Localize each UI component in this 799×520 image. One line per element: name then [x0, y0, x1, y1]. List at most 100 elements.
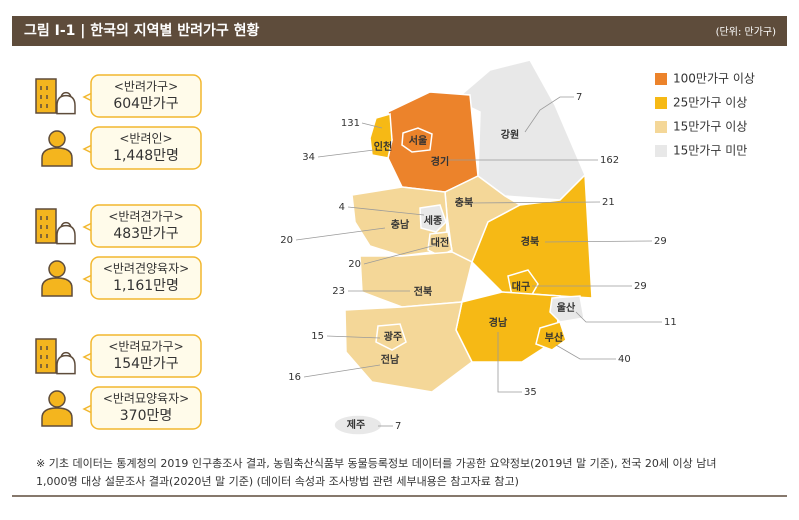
icon-window	[40, 364, 48, 368]
leaders	[295, 96, 662, 427]
stat-value: 154만가구	[113, 356, 178, 372]
icon-window	[40, 346, 48, 350]
icon-window	[40, 104, 48, 108]
region	[375, 323, 407, 351]
region-value: 34	[302, 152, 315, 163]
icon-window	[40, 86, 48, 90]
stat-label: <반려가구>	[114, 80, 178, 94]
icon-body	[56, 94, 76, 115]
region-name: 충북	[455, 196, 473, 209]
region-name: 전남	[381, 353, 400, 366]
stat-label: <반려인>	[119, 132, 172, 146]
region-name: 경기	[431, 155, 449, 168]
stat-value: 483만가구	[113, 226, 178, 242]
stat-bubble	[90, 74, 202, 118]
region-name: 광주	[384, 331, 402, 343]
legend-swatch	[655, 97, 667, 109]
region-value: 21	[602, 197, 615, 208]
icon-building	[35, 78, 57, 114]
region	[359, 251, 473, 308]
footnote: 1,000명 대상 설문조사 결과(2020년 말 기준) (데이터 속성과 조…	[36, 475, 519, 488]
region	[369, 113, 393, 159]
region-value: 23	[332, 286, 345, 297]
icon-body	[41, 277, 73, 297]
region-value: 16	[288, 372, 301, 383]
header-title: 그림 Ⅰ-1 | 한국의 지역별 반려가구 현황	[24, 22, 260, 39]
region-value: 40	[618, 354, 631, 365]
region-name: 서울	[409, 134, 427, 147]
legend-label: 25만가구 이상	[673, 96, 747, 110]
region-name: 충남	[391, 218, 410, 231]
stat-value: 1,448만명	[113, 148, 179, 164]
legend-swatch	[655, 145, 667, 157]
region-name: 세종	[424, 214, 442, 227]
stat-label: <반려견가구>	[108, 210, 183, 224]
stat-bubble	[90, 334, 202, 378]
region-name: 부산	[545, 331, 564, 344]
region-value: 11	[664, 317, 677, 328]
icon-body	[56, 224, 76, 245]
icon-window	[40, 216, 48, 220]
bubble-tail	[82, 274, 93, 284]
stat-bubble	[90, 256, 202, 300]
region-value: 35	[524, 387, 537, 398]
region	[549, 295, 585, 323]
bubble-tail	[82, 92, 93, 102]
header-unit: (단위: 만가구)	[716, 25, 776, 38]
legend-label: 100만가구 이상	[673, 72, 755, 86]
stat-cards: <반려가구> 604만가구 <반려인> 1,448만명 <반려견가구> 483만가구 <반려…	[35, 74, 202, 430]
region-value: 7	[576, 92, 582, 103]
icon-body	[41, 147, 73, 167]
icon-window	[40, 95, 48, 99]
legend-label: 15만가구 이상	[673, 120, 747, 134]
stat-bubble	[90, 386, 202, 430]
bubble-tail	[82, 404, 93, 414]
region-value: 29	[634, 281, 647, 292]
legend-label: 15만가구 미만	[673, 144, 747, 158]
region	[344, 301, 473, 393]
icon-body	[56, 354, 76, 375]
icon-head	[48, 390, 66, 408]
icon-building	[35, 208, 57, 244]
region-name: 전북	[414, 285, 432, 298]
region	[535, 321, 567, 351]
stat-value: 604만가구	[113, 96, 178, 112]
stat-label: <반려묘양육자>	[103, 392, 189, 406]
legend-swatch	[655, 73, 667, 85]
stat-bubble	[90, 204, 202, 248]
region-name: 대구	[512, 280, 530, 293]
region-name: 경남	[489, 316, 508, 329]
region-values: 131 34 162 7 21 20 4 20 23 29 29 11 35 4…	[280, 92, 676, 432]
icon-head	[48, 260, 66, 278]
stat-label: <반려견양육자>	[103, 262, 189, 276]
legend: 100만가구 이상 25만가구 이상 15만가구 이상 15만가구 미만	[655, 72, 755, 158]
bubble-tail	[82, 352, 93, 362]
region-name: 강원	[501, 128, 519, 141]
icon-window	[40, 234, 48, 238]
stat-label: <반려묘가구>	[108, 340, 183, 354]
map	[333, 59, 593, 436]
region-name: 울산	[557, 301, 576, 314]
stat-value: 370만명	[120, 408, 172, 424]
bubble-tail	[82, 144, 93, 154]
region-value: 162	[600, 155, 619, 166]
region-value: 29	[654, 236, 667, 247]
region	[333, 414, 383, 436]
region-labels: 서울 인천 경기 강원 충북 충남 세종 대전 전북 경북 대구 울산 경남 부…	[347, 128, 576, 431]
region	[471, 173, 593, 299]
region-name: 인천	[374, 140, 392, 153]
region-value: 15	[311, 331, 324, 342]
bubble-tail	[82, 222, 93, 232]
region-name: 경북	[521, 235, 539, 248]
region-value: 20	[348, 259, 361, 270]
header-bar	[12, 16, 787, 46]
region	[401, 127, 433, 153]
region-value: 20	[280, 235, 293, 246]
icon-body	[41, 407, 73, 427]
region-value: 4	[339, 202, 345, 213]
footnote: ※ 기초 데이터는 통계청의 2019 인구총조사 결과, 농림축산식품부 동물…	[36, 456, 716, 470]
stat-value: 1,161만명	[113, 278, 179, 294]
icon-building	[35, 338, 57, 374]
icon-window	[40, 225, 48, 229]
